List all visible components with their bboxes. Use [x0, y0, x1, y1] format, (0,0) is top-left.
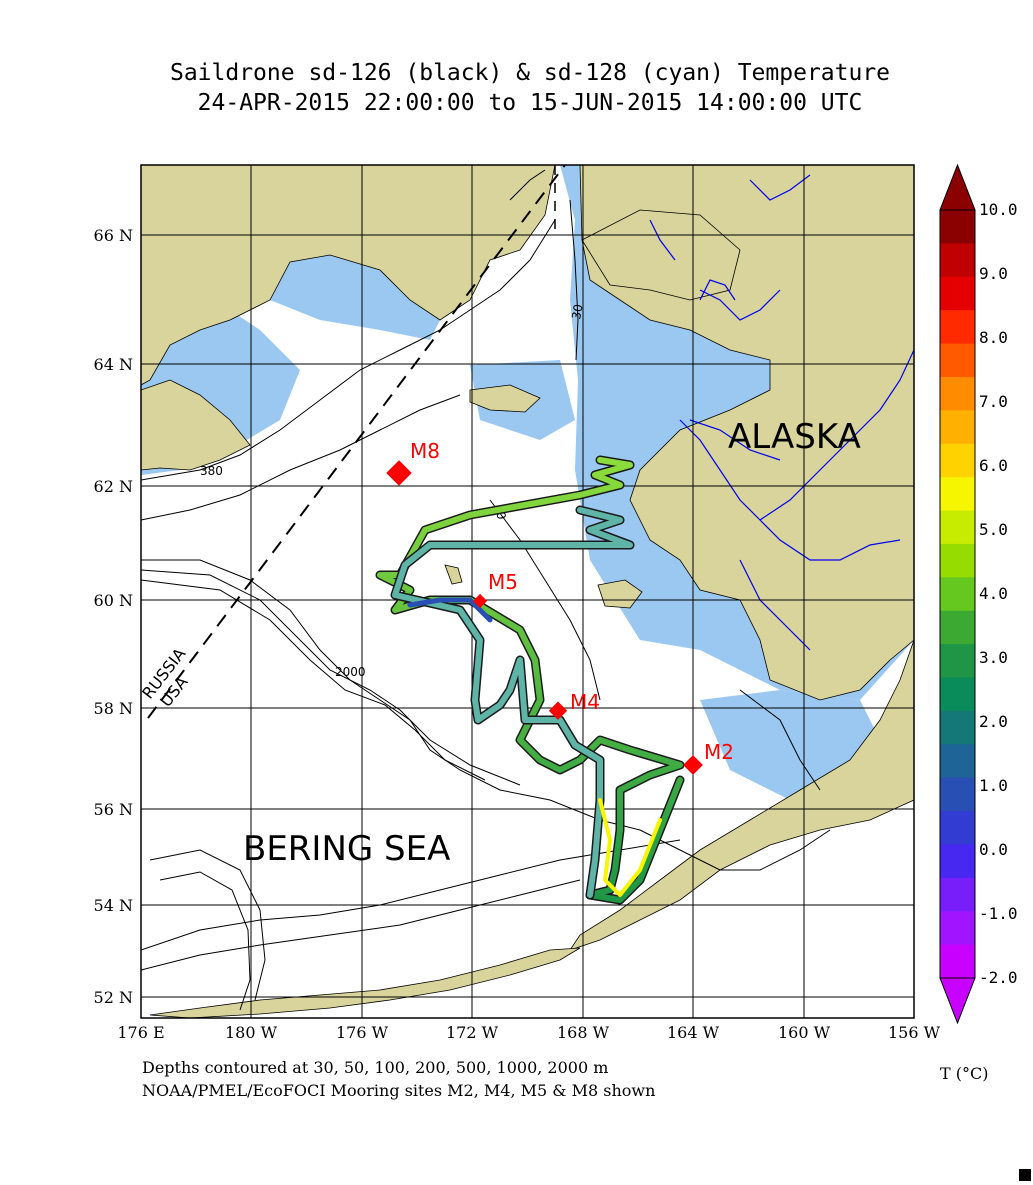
lon-label-176e: 176 E	[117, 1023, 164, 1042]
map-title-line2: 24-APR-2015 22:00:00 to 15-JUN-2015 14:0…	[197, 90, 863, 116]
mooring-m5-label: M5	[488, 570, 518, 594]
mooring-m4-marker	[548, 701, 568, 720]
colorbar-swatch	[940, 477, 975, 512]
lon-label-176w: 176 W	[336, 1023, 389, 1042]
plot-frame	[140, 164, 915, 1019]
footer-line2: NOAA/PMEL/EcoFOCI Mooring sites M2, M4, …	[142, 1081, 656, 1100]
colorbar-swatch	[940, 710, 975, 745]
corner-mark	[1019, 1169, 1031, 1181]
track-cold-segment	[407, 597, 493, 623]
mooring-m8-label: M8	[410, 439, 440, 463]
colorbar-swatch	[940, 310, 975, 345]
track-warm-segment	[598, 798, 662, 897]
colorbar-max-arrow	[939, 163, 976, 211]
colorbar-tick-label: 10.0	[979, 200, 1018, 219]
russia-land-south	[141, 379, 251, 471]
colorbar-swatch	[940, 510, 975, 545]
russia-land	[141, 165, 556, 386]
mooring-m2-marker	[683, 755, 703, 775]
colorbar-tick-label: 7.0	[979, 392, 1008, 411]
colorbar-swatch	[940, 376, 975, 411]
colorbar-tick-label: 4.0	[979, 584, 1008, 603]
colorbar-swatch	[940, 744, 975, 779]
footer-line1: Depths contoured at 30, 50, 100, 200, 50…	[142, 1058, 609, 1077]
alaska-label: ALASKA	[728, 417, 861, 457]
lat-label-62: 62 N	[94, 477, 133, 496]
colorbar-swatch	[940, 210, 975, 244]
contour-label-2000: 2000	[335, 665, 366, 679]
colorbar-swatch	[940, 677, 975, 712]
colorbar-min-arrow	[939, 977, 976, 1025]
colorbar-swatch	[940, 443, 975, 478]
colorbar: 10.0 9.0 8.0 7.0 6.0 5.0 4.0 3.0 2.0 1.0 0.0 -1.0 -2…	[939, 163, 1018, 1025]
lon-label-156w: 156 W	[888, 1023, 941, 1042]
st-lawrence-island	[469, 384, 541, 413]
colorbar-tick-label: -2.0	[979, 968, 1018, 987]
alaska-land	[579, 165, 914, 701]
colorbar-tick-label: 0.0	[979, 840, 1008, 859]
colorbar-swatch	[940, 777, 975, 812]
colorbar-swatch	[940, 811, 975, 845]
mooring-m2-label: M2	[704, 740, 734, 764]
lat-label-58: 58 N	[94, 699, 133, 718]
russia-usa-border	[147, 165, 566, 719]
lat-label-60: 60 N	[94, 591, 133, 610]
colorbar-units: T (°C)	[940, 1064, 989, 1083]
colorbar-tick-label: 9.0	[979, 264, 1008, 283]
rivers	[649, 174, 914, 651]
colorbar-swatch	[940, 410, 975, 445]
colorbar-swatch	[940, 844, 975, 879]
colorbar-swatch	[940, 577, 975, 612]
graticule	[141, 165, 914, 1018]
colorbar-tick-label: 6.0	[979, 456, 1008, 475]
colorbar-swatch	[940, 644, 975, 678]
lat-label-52: 52 N	[94, 988, 133, 1007]
lon-label-164w: 164 W	[667, 1023, 720, 1042]
colorbar-swatch	[940, 276, 975, 311]
colorbar-tick-label: 5.0	[979, 520, 1008, 539]
colorbar-tick-label: 2.0	[979, 712, 1008, 731]
map-title-line1: Saildrone sd-126 (black) & sd-128 (cyan)…	[169, 60, 891, 86]
seward-peninsula-land	[581, 209, 741, 301]
colorbar-swatch	[940, 610, 975, 645]
colorbar-swatch	[940, 877, 975, 912]
moorings: M8 M5 M4 M2	[386, 439, 734, 775]
lon-label-172w: 172 W	[446, 1023, 499, 1042]
depth-contours	[141, 169, 831, 1011]
alaska-peninsula-land	[569, 639, 914, 951]
lat-label-54: 54 N	[94, 896, 133, 915]
colorbar-swatch	[940, 944, 975, 979]
colorbar-swatch	[940, 243, 975, 278]
mooring-m5-marker	[472, 593, 488, 609]
lat-label-64: 64 N	[94, 355, 133, 374]
colorbar-swatch	[940, 343, 975, 378]
colorbar-tick-label: -1.0	[979, 904, 1018, 923]
lon-label-160w: 160 W	[778, 1023, 831, 1042]
colorbar-tick-label: 8.0	[979, 328, 1008, 347]
colorbar-frame	[939, 209, 976, 979]
colorbar-tick-label: 1.0	[979, 776, 1008, 795]
lat-label-56: 56 N	[94, 800, 133, 819]
latitude-labels: 66 N 64 N 62 N 60 N 58 N 56 N 54 N 52 N	[94, 226, 133, 1007]
track-sd-128	[377, 457, 683, 903]
lon-label-180w: 180 W	[225, 1023, 278, 1042]
colorbar-swatch	[940, 543, 975, 578]
bering-sea-label: BERING SEA	[243, 829, 450, 869]
longitude-labels: 176 E 180 W 176 W 172 W 168 W 164 W 160 …	[117, 1023, 940, 1042]
st-matthew-island	[444, 564, 463, 585]
colorbar-swatch	[940, 911, 975, 946]
contour-label-30: 30	[569, 303, 585, 320]
track-sd-128-leg2	[392, 507, 633, 898]
contour-label-380: 380	[200, 464, 223, 478]
mooring-m4-label: M4	[570, 690, 600, 714]
mooring-m8-marker	[386, 460, 412, 486]
saildrone-tracks	[375, 455, 685, 905]
lat-label-66: 66 N	[94, 226, 133, 245]
lon-label-168w: 168 W	[557, 1023, 610, 1042]
colorbar-tick-label: 3.0	[979, 648, 1008, 667]
